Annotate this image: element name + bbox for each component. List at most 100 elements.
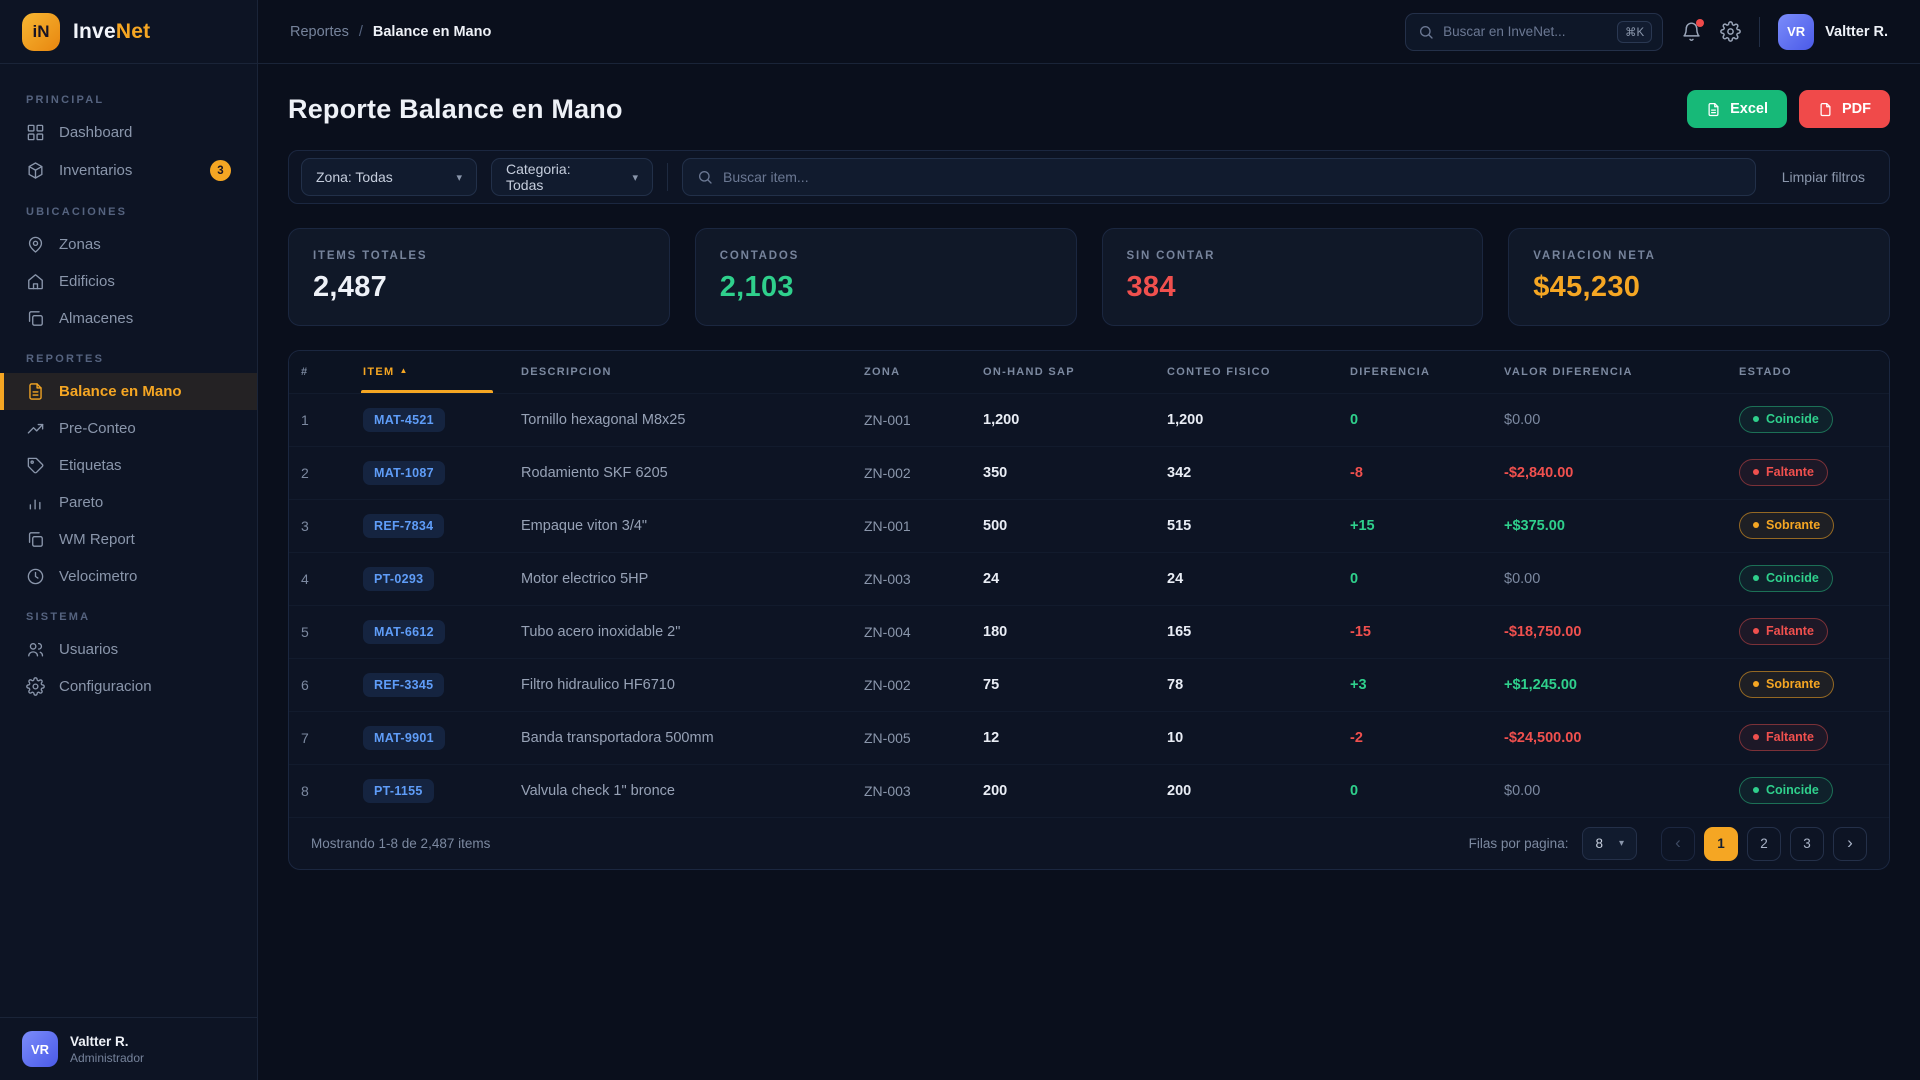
sidebar-item-dashboard[interactable]: Dashboard xyxy=(0,114,257,151)
stat-label: SIN CONTAR xyxy=(1126,250,1216,262)
avatar: VR xyxy=(1778,13,1815,50)
table-row[interactable]: 3 REF-7834 Empaque viton 3/4" ZN-001 500… xyxy=(289,499,1889,552)
showing-summary: Mostrando 1-8 de 2,487 items xyxy=(311,836,491,851)
pager: ‹ 1 2 3 › xyxy=(1661,826,1867,861)
sidebar-item-configuracion[interactable]: Configuracion xyxy=(0,668,257,705)
column-header-zona[interactable]: ZONA xyxy=(852,351,971,393)
column-header-conteo-fisico[interactable]: CONTEO FISICO xyxy=(1155,351,1338,393)
item-zone: ZN-005 xyxy=(864,729,911,746)
item-code-badge[interactable]: MAT-6612 xyxy=(363,619,445,644)
item-code-badge[interactable]: MAT-4521 xyxy=(363,407,445,432)
column-header-descripcion[interactable]: DESCRIPCION xyxy=(509,351,852,393)
settings-button[interactable] xyxy=(1720,21,1741,42)
sidebar-item-wm-report[interactable]: WM Report xyxy=(0,521,257,558)
sidebar-item-inventarios[interactable]: Inventarios 3 xyxy=(0,151,257,190)
count-value: 78 xyxy=(1167,676,1184,693)
item-code-badge[interactable]: REF-3345 xyxy=(363,672,445,697)
sidebar-item-label: Almacenes xyxy=(59,310,134,327)
category-filter-select[interactable]: Categoria: Todas ▾ xyxy=(491,158,653,196)
item-code-badge[interactable]: PT-1155 xyxy=(363,778,434,803)
prev-page-button[interactable]: ‹ xyxy=(1661,826,1695,861)
tag-icon xyxy=(27,457,44,474)
table-row[interactable]: 2 MAT-1087 Rodamiento SKF 6205 ZN-002 35… xyxy=(289,446,1889,499)
table-row[interactable]: 8 PT-1155 Valvula check 1" bronce ZN-003… xyxy=(289,764,1889,817)
item-code-badge[interactable]: REF-7834 xyxy=(363,513,445,538)
global-search[interactable]: ⌘K xyxy=(1405,12,1664,51)
next-page-button[interactable]: › xyxy=(1833,826,1867,861)
rows-per-page-select[interactable]: 8 ▾ xyxy=(1582,827,1637,860)
stat-label: ITEMS TOTALES xyxy=(313,250,428,262)
status-dot-icon xyxy=(1753,575,1759,581)
search-icon xyxy=(1420,25,1433,39)
onhand-value: 180 xyxy=(983,623,1008,640)
sidebar-item-pre-conteo[interactable]: Pre-Conteo xyxy=(0,410,257,447)
status-cell: Faltante xyxy=(1727,446,1889,499)
notifications-button[interactable] xyxy=(1681,19,1705,42)
sidebar-item-etiquetas[interactable]: Etiquetas xyxy=(0,447,257,484)
item-code-badge[interactable]: MAT-1087 xyxy=(363,460,445,485)
column-header-valor-diferencia[interactable]: VALOR DIFERENCIA xyxy=(1492,351,1727,393)
status-cell: Coincide xyxy=(1727,393,1889,446)
sidebar-item-usuarios[interactable]: Usuarios xyxy=(0,631,257,668)
sidebar-user-card[interactable]: VR Valtter R. Administrador xyxy=(0,1017,257,1080)
difference-value: 0 xyxy=(1350,782,1359,799)
row-index: 3 xyxy=(301,517,309,534)
brand: iN InveNet xyxy=(0,0,257,64)
item-search-input[interactable] xyxy=(723,169,1741,185)
clear-filters-button[interactable]: Limpiar filtros xyxy=(1781,169,1865,185)
status-label: Sobrante xyxy=(1766,518,1821,532)
bar-chart-icon xyxy=(29,499,41,510)
export-pdf-button[interactable]: PDF xyxy=(1799,90,1890,128)
page-button-1[interactable]: 1 xyxy=(1704,826,1738,861)
difference-amount: $0.00 xyxy=(1504,411,1541,428)
column-header-estado[interactable]: ESTADO xyxy=(1727,351,1889,393)
row-item-cell: REF-7834 xyxy=(351,499,509,552)
clock-icon xyxy=(27,568,44,585)
page-button-3[interactable]: 3 xyxy=(1790,826,1824,861)
filter-bar: Zona: Todas ▾ Categoria: Todas ▾ Limpiar… xyxy=(288,150,1890,204)
item-code-badge[interactable]: MAT-9901 xyxy=(363,725,445,750)
table-row[interactable]: 5 MAT-6612 Tubo acero inoxidable 2" ZN-0… xyxy=(289,605,1889,658)
global-search-input[interactable] xyxy=(1443,24,1608,39)
status-dot-icon xyxy=(1753,416,1759,422)
dashboard-icon xyxy=(27,124,44,141)
package-icon xyxy=(28,162,43,179)
item-search[interactable] xyxy=(682,158,1756,196)
column-header-item[interactable]: ITEM ▲ xyxy=(351,351,509,393)
row-index: 5 xyxy=(301,623,309,640)
sidebar-item-almacenes[interactable]: Almacenes xyxy=(0,300,257,337)
table-row[interactable]: 1 MAT-4521 Tornillo hexagonal M8x25 ZN-0… xyxy=(289,393,1889,446)
item-code-badge[interactable]: PT-0293 xyxy=(363,566,435,591)
sidebar-item-label: Etiquetas xyxy=(59,457,122,474)
table-row[interactable]: 7 MAT-9901 Banda transportadora 500mm ZN… xyxy=(289,711,1889,764)
column-header-diferencia[interactable]: DIFERENCIA xyxy=(1338,351,1492,393)
table-row[interactable]: 4 PT-0293 Motor electrico 5HP ZN-003 24 … xyxy=(289,552,1889,605)
difference-value: 0 xyxy=(1350,570,1359,587)
count-value: 200 xyxy=(1167,782,1192,799)
stat-value: 2,487 xyxy=(313,271,388,303)
column-header-num: # xyxy=(289,351,351,393)
export-excel-button[interactable]: Excel xyxy=(1687,90,1787,128)
zone-filter-select[interactable]: Zona: Todas ▾ xyxy=(301,158,477,196)
topbar-user[interactable]: VR Valtter R. xyxy=(1778,13,1888,50)
sidebar-item-balance-en-mano[interactable]: Balance en Mano xyxy=(0,373,257,410)
count-value: 24 xyxy=(1167,570,1184,587)
sidebar-item-edificios[interactable]: Edificios xyxy=(0,263,257,300)
onhand-value: 12 xyxy=(983,729,1000,746)
table-row[interactable]: 6 REF-3345 Filtro hidraulico HF6710 ZN-0… xyxy=(289,658,1889,711)
column-header-onhand-sap[interactable]: ON-HAND SAP xyxy=(971,351,1155,393)
item-zone: ZN-001 xyxy=(864,517,911,534)
sidebar-item-zonas[interactable]: Zonas xyxy=(0,226,257,263)
section-title-reportes: REPORTES xyxy=(26,353,105,365)
sidebar-item-velocimetro[interactable]: Velocimetro xyxy=(0,558,257,595)
onhand-value: 350 xyxy=(983,464,1008,481)
difference-amount: +$1,245.00 xyxy=(1504,676,1577,693)
item-description: Empaque viton 3/4" xyxy=(521,517,648,534)
sidebar-item-pareto[interactable]: Pareto xyxy=(0,484,257,521)
page-button-2[interactable]: 2 xyxy=(1747,826,1781,861)
chevron-down-icon: ▾ xyxy=(632,171,638,184)
stat-value: $45,230 xyxy=(1533,271,1641,303)
title-row: Reporte Balance en Mano Excel PDF xyxy=(288,90,1890,128)
breadcrumb-parent[interactable]: Reportes xyxy=(290,23,349,40)
